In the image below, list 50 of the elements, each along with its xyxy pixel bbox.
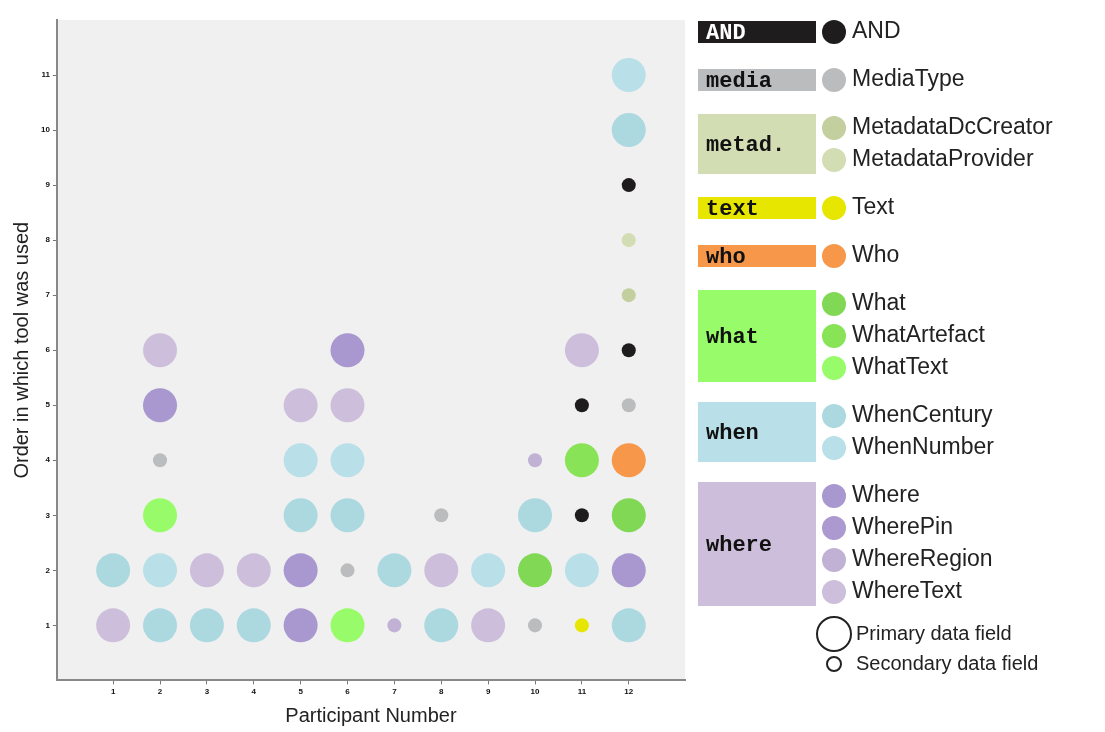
- legend-label: MetadataDcCreator: [852, 113, 1054, 140]
- legend-label: WherePin: [852, 513, 953, 540]
- x-tick-label: 6: [345, 687, 351, 697]
- legend-label: WhenNumber: [852, 433, 995, 460]
- y-tick-label: 6: [45, 345, 51, 355]
- y-tick-label: 3: [45, 510, 51, 520]
- x-tick-label: 10: [530, 687, 540, 697]
- legend-label: WhereText: [852, 577, 963, 604]
- x-axis-title: Participant Number: [285, 703, 457, 726]
- text: AND: [706, 20, 746, 46]
- legend-label: Who: [852, 241, 900, 268]
- text: where: [706, 532, 773, 558]
- x-tick-label: 9: [485, 687, 491, 697]
- legend-label: MetadataProvider: [852, 145, 1034, 172]
- x-tick-label: 3: [204, 687, 210, 697]
- x-tick-label: 12: [624, 687, 634, 697]
- x-tick-label: 8: [439, 687, 445, 697]
- text: text: [706, 196, 759, 222]
- x-tick-label: 1: [110, 687, 116, 697]
- legend-label: WhenCentury: [852, 401, 994, 428]
- legend-label: WhatText: [852, 353, 949, 380]
- y-tick-label: 9: [45, 180, 51, 190]
- y-tick-label: 5: [45, 400, 51, 410]
- text: who: [706, 244, 746, 270]
- text: when: [706, 420, 759, 446]
- x-tick-label: 7: [392, 687, 398, 697]
- legend-label: WhatArtefact: [852, 321, 986, 348]
- x-tick-label: 2: [157, 687, 163, 697]
- y-tick-label: 1: [45, 620, 51, 630]
- x-tick-label: 5: [298, 687, 304, 697]
- x-tick-label: 11: [577, 687, 587, 697]
- y-tick-label: 2: [45, 565, 51, 575]
- text: what: [706, 324, 759, 350]
- legend-label: Primary data field: [856, 621, 1012, 644]
- y-tick-label: 11: [41, 70, 51, 80]
- legend-label: MediaType: [852, 65, 965, 92]
- legend-label: AND: [852, 17, 901, 44]
- legend-label: Where: [852, 481, 920, 508]
- legend-label: WhereRegion: [852, 545, 993, 572]
- y-tick-label: 7: [45, 290, 51, 300]
- text: media: [706, 68, 773, 94]
- y-tick-label: 8: [45, 235, 51, 245]
- text: metad.: [706, 132, 786, 158]
- y-axis-title: Order in which tool was used: [9, 221, 32, 479]
- y-tick-label: 4: [45, 455, 51, 465]
- legend-label: What: [852, 289, 907, 316]
- legend-label: Text: [852, 193, 895, 220]
- x-tick-label: 4: [251, 687, 257, 697]
- legend-label: Secondary data field: [856, 651, 1039, 674]
- y-tick-label: 10: [40, 125, 51, 135]
